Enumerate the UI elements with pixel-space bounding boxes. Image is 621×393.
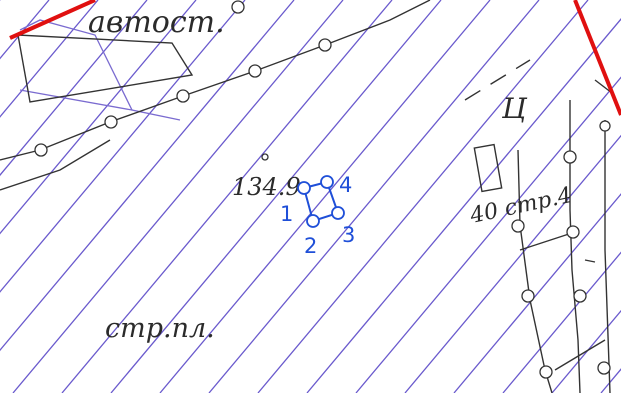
vertex-4[interactable] [320, 175, 334, 189]
hatch-line [12, 0, 344, 393]
hatch-line [0, 0, 295, 352]
vertex-3[interactable] [331, 206, 345, 220]
hatch-line [0, 0, 246, 293]
vertex-2[interactable] [306, 214, 320, 228]
label-strpl: стр.пл. [105, 313, 215, 344]
hatch-line [502, 251, 621, 393]
label-elevation: 134.9 [232, 173, 301, 201]
vertex-label-3: 3 [342, 223, 355, 247]
vertex-label-1: 1 [280, 202, 293, 226]
hatch-line [208, 0, 540, 393]
hatch-line [0, 0, 99, 118]
survey-markers [34, 0, 611, 379]
hatch-line [110, 0, 442, 393]
vertex-1[interactable] [297, 181, 311, 195]
hatch-line [551, 309, 621, 393]
parcel-vertices [297, 175, 345, 228]
hatch-line [257, 0, 589, 393]
hatch-line [355, 76, 621, 393]
hatch-line [159, 0, 491, 393]
hatch-line [0, 0, 197, 235]
hatch-line [0, 0, 148, 177]
vertex-label-2: 2 [304, 234, 317, 258]
hatch-line [61, 0, 393, 393]
label-avtost: автост. [88, 5, 225, 40]
red-boundary [9, 0, 621, 116]
vertex-label-4: 4 [339, 173, 352, 197]
purple-linework [19, 19, 181, 121]
hatch-line [453, 193, 621, 393]
hatch-line [306, 18, 621, 393]
label-ts: Ц [501, 92, 528, 125]
